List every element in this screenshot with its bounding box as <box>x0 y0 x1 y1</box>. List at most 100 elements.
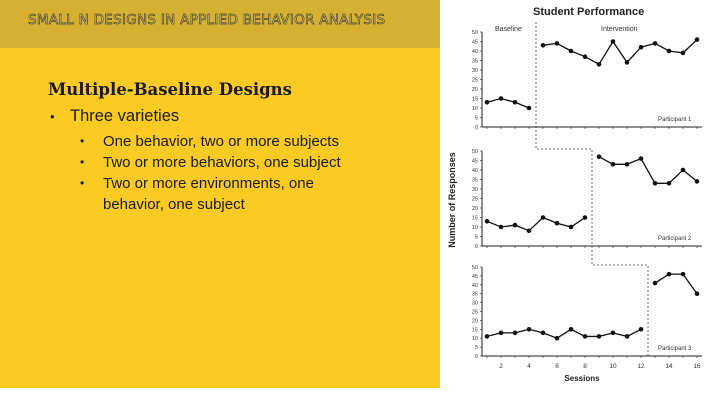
student-performance-chart: Student Performance Baseline Intervention N… <box>447 6 702 383</box>
data-point <box>526 327 532 332</box>
y-tick-label: 15 <box>472 216 478 222</box>
x-axis-label: Sessions <box>564 374 600 383</box>
phase-change-line <box>535 22 649 356</box>
y-tick-label: 15 <box>472 327 478 333</box>
y-tick-label: 5 <box>475 345 478 351</box>
data-point <box>582 215 588 220</box>
header-band <box>0 0 440 48</box>
participant-label: Participant 1 <box>658 117 692 123</box>
y-tick-label: 50 <box>472 30 478 36</box>
chart-title: Student Performance <box>533 6 644 18</box>
data-point <box>652 280 658 286</box>
phase-label-baseline: Baseline <box>495 26 522 33</box>
y-tick-label: 45 <box>472 274 478 280</box>
data-point <box>554 220 560 226</box>
data-point <box>554 41 560 46</box>
data-point <box>498 330 504 336</box>
y-tick-label: 0 <box>475 244 478 250</box>
data-point <box>568 327 574 332</box>
x-tick-label: 14 <box>665 363 673 370</box>
y-tick-label: 25 <box>472 197 478 203</box>
series-line <box>654 273 698 295</box>
data-point <box>638 156 644 161</box>
sub-bullet-text: Two or more behaviors, one subject <box>103 154 341 171</box>
y-tick-label: 40 <box>472 168 478 174</box>
y-tick-label: 30 <box>472 187 478 193</box>
data-point <box>484 219 490 224</box>
data-point <box>498 96 504 101</box>
y-tick-label: 50 <box>472 265 478 271</box>
data-point <box>512 330 518 336</box>
bullet-text: Three varieties <box>70 107 180 125</box>
sub-bullet-list: • One behavior, two or more subjects • Two… <box>78 131 378 215</box>
y-tick-label: 45 <box>472 159 478 165</box>
data-point <box>512 100 518 105</box>
y-tick-label: 35 <box>472 59 478 65</box>
sub-bullet-item: • Two or more environments, one behavior,… <box>78 173 378 215</box>
y-tick-label: 0 <box>475 125 478 131</box>
header-title: SMALL N DESIGNS IN APPLIED BEHAVIOR ANAL… <box>28 12 386 29</box>
x-tick-label: 16 <box>693 363 701 370</box>
y-axis-label: Number of Responses <box>447 152 457 248</box>
participant-label: Participant 2 <box>658 236 692 242</box>
x-tick-label: 2 <box>499 363 503 370</box>
y-tick-label: 20 <box>472 206 478 212</box>
y-tick-label: 20 <box>472 318 478 324</box>
data-point <box>582 334 588 339</box>
y-tick-label: 40 <box>472 283 478 289</box>
data-point <box>540 330 546 336</box>
data-point <box>540 43 546 48</box>
y-tick-label: 5 <box>475 235 478 241</box>
data-point <box>596 154 602 159</box>
data-point <box>694 291 700 297</box>
data-point <box>484 334 490 339</box>
y-tick-label: 25 <box>472 310 478 316</box>
series-line <box>542 39 698 66</box>
data-point <box>610 39 616 44</box>
y-tick-label: 35 <box>472 292 478 298</box>
y-tick-label: 0 <box>475 354 478 360</box>
bullet-dot: • <box>80 134 85 148</box>
data-point <box>680 50 686 56</box>
bullet-dot: • <box>80 176 85 190</box>
bullet-dot: • <box>80 155 85 169</box>
data-point <box>666 48 672 54</box>
y-tick-label: 45 <box>472 40 478 46</box>
data-point <box>624 60 630 65</box>
data-point <box>666 271 672 277</box>
data-point <box>526 228 532 234</box>
y-tick-label: 30 <box>472 68 478 74</box>
data-point <box>610 330 616 336</box>
data-point <box>652 181 658 186</box>
data-point <box>638 327 644 332</box>
bullet-three-varieties: • Three varieties <box>50 107 179 126</box>
sub-bullet-item: • Two or more behaviors, one subject <box>78 152 378 173</box>
x-tick-label: 4 <box>527 363 531 370</box>
y-tick-label: 10 <box>472 106 478 112</box>
x-tick-label: 6 <box>555 363 559 370</box>
data-point <box>484 100 490 105</box>
x-tick-label: 12 <box>637 363 645 370</box>
data-point <box>554 335 560 341</box>
data-point <box>582 54 588 59</box>
data-point <box>610 162 616 167</box>
y-tick-label: 30 <box>472 301 478 307</box>
data-point <box>652 41 658 46</box>
data-point <box>568 224 574 230</box>
slide-title: Multiple-Baseline Designs <box>48 80 292 99</box>
content-panel <box>0 48 440 388</box>
series-line <box>486 97 530 109</box>
data-point <box>680 167 686 173</box>
data-point <box>526 105 532 111</box>
y-tick-label: 25 <box>472 78 478 84</box>
data-point <box>498 224 504 230</box>
series-line <box>486 216 586 232</box>
y-tick-label: 35 <box>472 178 478 184</box>
series-line <box>486 328 642 339</box>
data-point <box>512 222 518 228</box>
series-line <box>598 156 698 184</box>
y-tick-label: 5 <box>475 116 478 122</box>
data-point <box>596 62 602 67</box>
x-tick-label: 10 <box>609 363 617 370</box>
sub-bullet-text: One behavior, two or more subjects <box>103 133 339 150</box>
